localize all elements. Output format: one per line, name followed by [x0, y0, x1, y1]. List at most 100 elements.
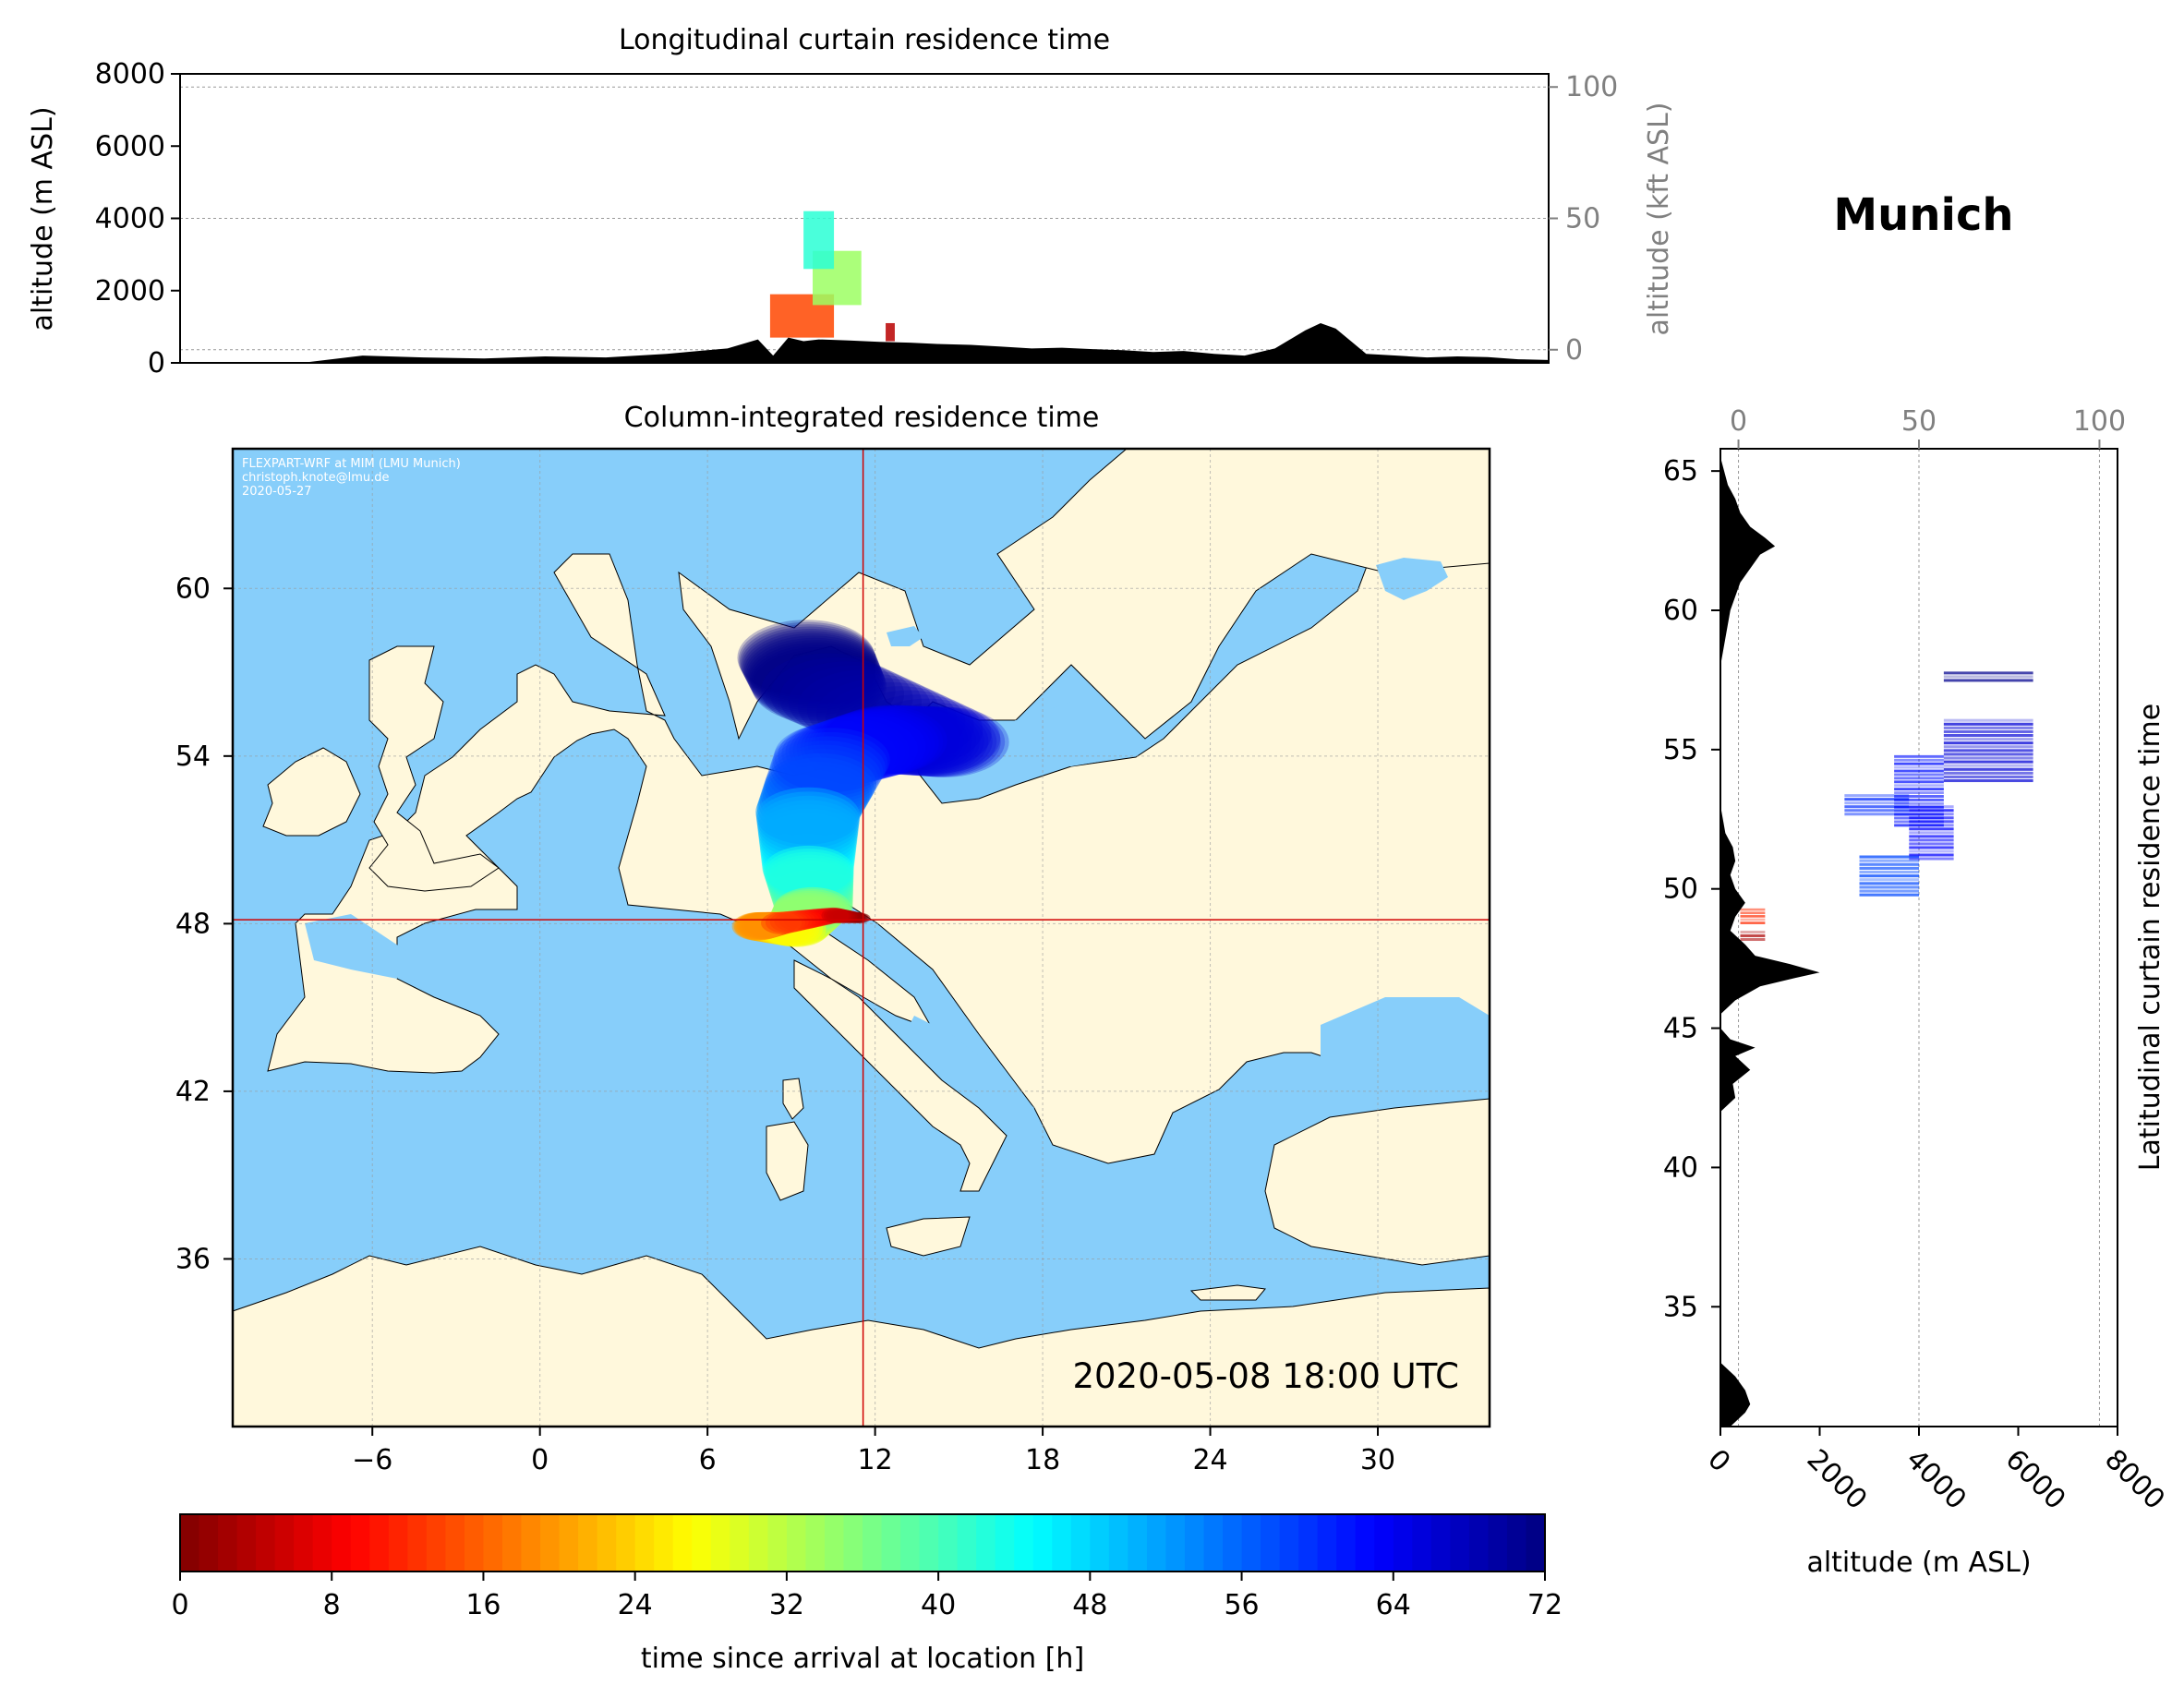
latitudinal-title: Latitudinal curtain residence time — [2134, 704, 2166, 1171]
latitudinal-plume-strip — [1909, 827, 1954, 831]
map-plume-puff — [749, 644, 886, 719]
latitudinal-plume-strip — [1943, 764, 2033, 767]
colorbar-cell — [1032, 1514, 1053, 1572]
latitudinal-plume-strip — [1894, 762, 1944, 765]
latitudinal-plume-strip — [1859, 862, 1919, 866]
map-plume-puff — [807, 673, 939, 747]
map-y-ticks: 36 42 48 54 60 — [175, 572, 233, 1275]
colorbar-cell — [1184, 1514, 1205, 1572]
latitudinal-plume-strip — [1943, 733, 2033, 738]
longitudinal-y-tick-label: 4000 — [95, 203, 165, 235]
colorbar-cell — [748, 1514, 768, 1572]
colorbar-cell — [863, 1514, 883, 1572]
map-credit-line-1: FLEXPART-WRF at MIM (LMU Munich) — [242, 457, 461, 471]
longitudinal-ylabel: altitude (m ASL) — [27, 106, 59, 331]
land-sardinia — [766, 1121, 809, 1201]
map-x-tick-label: 0 — [531, 1444, 549, 1476]
longitudinal-right-tick-label: 0 — [1565, 334, 1583, 367]
colorbar-cell — [1146, 1514, 1167, 1572]
colorbar-cell — [1412, 1514, 1432, 1572]
latitudinal-x-ticks: 0 2000 4000 6000 8000 — [1701, 1427, 2171, 1516]
latitudinal-plume-strip — [1859, 885, 1919, 889]
latitudinal-xlabel: altitude (m ASL) — [1806, 1547, 2031, 1579]
latitudinal-plume-strip — [1894, 773, 1944, 777]
map-plume-puff — [742, 631, 880, 706]
latitudinal-plume-strip — [1943, 767, 2033, 771]
colorbar-cell — [294, 1514, 314, 1572]
map-plume-puff — [843, 690, 974, 763]
latitudinal-plume-strip — [1909, 820, 1954, 824]
land-scandinavia — [678, 449, 1490, 741]
latitudinal-plume-strip — [1943, 745, 2033, 749]
map-plume-puff — [876, 706, 1006, 777]
map-plume-puff — [744, 635, 882, 711]
longitudinal-y-tick-label: 0 — [148, 347, 165, 379]
colorbar-cell — [957, 1514, 977, 1572]
map-plume-puff — [846, 705, 972, 776]
colorbar-cell — [407, 1514, 428, 1572]
map-plume-puff — [742, 629, 879, 704]
map-plume-puff — [880, 706, 1009, 777]
map-plume-puff — [738, 621, 876, 698]
colorbar-cell — [1298, 1514, 1319, 1572]
latitudinal-top-tick-label: 100 — [2073, 405, 2126, 438]
latitudinal-plume-strip — [1909, 835, 1954, 838]
colorbar-cell — [1070, 1514, 1091, 1572]
latitudinal-plume-strip — [1894, 769, 1944, 773]
latitudinal-y-tick-label: 45 — [1663, 1013, 1698, 1045]
latitudinal-plume-strip — [1844, 794, 1910, 798]
map-plume-puff — [825, 681, 957, 754]
map-plume-puff — [789, 665, 922, 740]
longitudinal-y-tick-label: 6000 — [95, 130, 165, 163]
latitudinal-plume-strip — [1894, 788, 1944, 791]
map-plume-puff — [869, 706, 997, 777]
longitudinal-title: Longitudinal curtain residence time — [619, 24, 1110, 56]
longitudinal-plumes — [769, 211, 895, 342]
land-crete — [1189, 1284, 1266, 1301]
latitudinal-plume-strip — [1894, 798, 1944, 801]
colorbar-cell — [1336, 1514, 1357, 1572]
colorbar-cell — [824, 1514, 845, 1572]
sea-bay-of-biscay — [305, 914, 406, 979]
map-plume-puff — [772, 728, 890, 793]
latitudinal-plume-strip — [1894, 805, 1944, 809]
colorbar-cell — [976, 1514, 996, 1572]
map-plume-puff — [750, 646, 887, 722]
colorbar-cell — [1261, 1514, 1281, 1572]
colorbar-cell — [995, 1514, 1015, 1572]
latitudinal-plume-strip — [1859, 889, 1919, 893]
latitudinal-y-tick-label: 65 — [1663, 455, 1698, 488]
colorbar-cell — [1108, 1514, 1128, 1572]
colorbar-cells — [180, 1514, 1546, 1572]
colorbar-cell — [1317, 1514, 1337, 1572]
land-anatolia — [1264, 1098, 1490, 1266]
colorbar-cell — [445, 1514, 465, 1572]
map-x-tick-label: 30 — [1360, 1444, 1395, 1476]
colorbar-cell — [881, 1514, 901, 1572]
latitudinal-plume-strip — [1943, 726, 2033, 729]
latitudinal-plume-strip — [1909, 849, 1954, 853]
lake-vanern — [887, 626, 923, 646]
latitudinal-x-tick-label: 8000 — [2098, 1443, 2171, 1516]
longitudinal-y-tick-label: 2000 — [95, 275, 165, 307]
map-plume-puff — [857, 705, 984, 777]
latitudinal-plume-strip — [1740, 918, 1766, 921]
map-frame — [231, 447, 1491, 1428]
map-x-tick-label: 18 — [1025, 1444, 1060, 1476]
longitudinal-panel: Longitudinal curtain residence time 0 200… — [27, 24, 1675, 379]
map-credit-line-3: 2020-05-27 — [242, 485, 312, 499]
latitudinal-plume-strip — [1740, 908, 1766, 911]
colorbar-cell — [578, 1514, 598, 1572]
colorbar-cell — [1203, 1514, 1224, 1572]
colorbar-cell — [501, 1514, 523, 1572]
colorbar-cell — [199, 1514, 219, 1572]
map-x-ticks: −6 0 6 12 18 24 30 — [352, 1427, 1395, 1476]
latitudinal-y-tick-label: 60 — [1663, 595, 1698, 627]
colorbar-cell — [332, 1514, 352, 1572]
map-plume-puff — [771, 731, 888, 797]
map-credit-line-2: christoph.knote@lmu.de — [242, 471, 390, 485]
map-plume-puff — [852, 694, 983, 766]
land-ireland — [262, 747, 361, 837]
latitudinal-plume-strip — [1740, 915, 1766, 918]
